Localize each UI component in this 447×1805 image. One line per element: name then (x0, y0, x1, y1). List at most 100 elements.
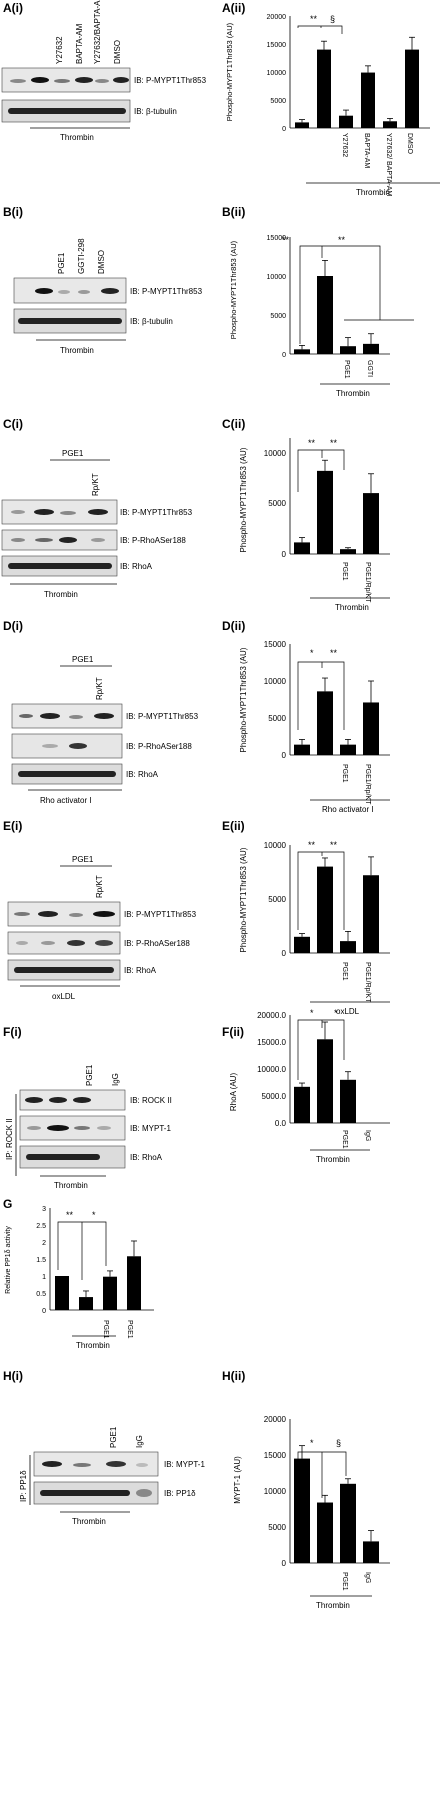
lane-label: BAPTA-AM (75, 23, 84, 64)
lane-label: PGE1 (85, 1064, 94, 1086)
lane-label: Rp/KT (95, 677, 104, 700)
tick-label: 15000.0 (257, 1038, 286, 1047)
bar (294, 744, 310, 755)
treatment-label: Rho activator I (322, 805, 374, 814)
lane-label: Y27632/BAPTA-AM (93, 0, 102, 64)
panel-c-ii: C(ii) Phospho-MYPT1Thr853 (AU) 0 5000 10… (222, 417, 390, 612)
bar (317, 470, 333, 554)
significance-mark: § (336, 1438, 341, 1448)
blot-label: IB: P-RhoASer188 (126, 742, 192, 751)
x-label: DMSO (406, 133, 413, 155)
bar (340, 1483, 356, 1563)
panel-label: C(i) (3, 417, 23, 431)
bar (294, 1458, 310, 1563)
tick-label: 20000.0 (257, 1011, 286, 1020)
significance-mark: * (310, 1008, 314, 1018)
blot-label: IB: RhoA (126, 770, 159, 779)
treatment-label: Rho activator I (40, 796, 92, 805)
panel-d-ii: D(ii) Phospho-MYPT1Thr853 (AU) 0 5000 10… (222, 619, 390, 814)
bar (363, 1541, 379, 1563)
panel-label: H(ii) (222, 1369, 245, 1383)
panel-b-ii: B(ii) Phospho-MYPT1Thr853 (AU) 0 5000 10… (222, 205, 414, 398)
panel-label: A(i) (3, 1, 23, 15)
blot-label: IB: P-MYPT1Thr853 (134, 76, 207, 85)
panel-label: E(ii) (222, 819, 245, 833)
blot-label: IB: P-RhoASer188 (124, 939, 190, 948)
treatment-label: Thrombin (54, 1181, 88, 1190)
tick-label: 20000 (264, 1415, 287, 1424)
tick-label: 5000 (268, 714, 286, 723)
y-axis-label: RhoA (AU) (229, 1073, 238, 1112)
y-axis-label: MYPT-1 (AU) (233, 1456, 242, 1504)
y-axis-label: Phospho-MYPT1Thr853 (AU) (239, 447, 248, 552)
bar (339, 115, 353, 128)
tick-label: 0 (282, 751, 287, 760)
x-label: PGE1 (341, 562, 348, 581)
x-label: PGE1 (341, 962, 348, 981)
panel-label: D(ii) (222, 619, 245, 633)
treatment-label: Thrombin (60, 346, 94, 355)
lane-label: GGTI-298 (77, 238, 86, 274)
bar (363, 702, 379, 755)
panel-label: F(i) (3, 1025, 22, 1039)
x-label: PGE1 (343, 360, 350, 379)
bar (294, 1086, 310, 1123)
bar (317, 691, 333, 755)
tick-label: 10000 (264, 841, 287, 850)
treatment-label: oxLDL (52, 992, 76, 1001)
significance-mark: * (310, 1438, 314, 1448)
tick-label: 2.5 (36, 1223, 46, 1230)
tick-label: 1.5 (36, 1257, 46, 1264)
tick-label: 3 (42, 1206, 46, 1213)
significance-mark: ** (330, 840, 338, 850)
panel-a-i: A(i) Y27632 BAPTA-AM Y27632/BAPTA-AM DMS… (1, 0, 207, 142)
tick-label: 5000 (268, 895, 286, 904)
lane-label: Rp/KT (91, 473, 100, 496)
treatment-label: Thrombin (72, 1517, 106, 1526)
tick-label: 1 (42, 1274, 46, 1281)
tick-label: 0.0 (275, 1119, 287, 1128)
bar (317, 49, 331, 128)
tick-label: 10000 (264, 677, 287, 686)
panel-e-i: E(i) PGE1 Rp/KT IB: P-MYPT1Thr853 IB: P-… (3, 819, 197, 1001)
x-label: Y27632/ BAPTA-AM (385, 133, 392, 196)
significance-mark: ** (282, 235, 290, 245)
bar (55, 1276, 69, 1310)
panel-a-ii: A(ii) Phospho-MYPT1Thr853 (AU) 0 5000 10… (222, 1, 440, 197)
y-axis-label: Phospho-MYPT1Thr853 (AU) (229, 240, 238, 339)
lane-label: PGE1 (57, 252, 66, 274)
blot-label: IB: P-RhoASer188 (120, 536, 186, 545)
y-axis-label: Phospho-MYPT1Thr853 (AU) (239, 847, 248, 952)
bar (294, 542, 310, 554)
bar (363, 875, 379, 953)
x-label: GGTI (366, 360, 373, 377)
x-label: PGE1 (341, 1572, 348, 1591)
significance-mark: * (310, 648, 314, 658)
treatment-label: Thrombin (76, 1341, 110, 1350)
tick-label: 5000.0 (262, 1092, 287, 1101)
panel-label: A(ii) (222, 1, 245, 15)
bar (317, 866, 333, 953)
bar (340, 1079, 356, 1123)
ip-label: IP: PP1δ (19, 1470, 28, 1502)
treatment-label: Thrombin (356, 188, 390, 197)
bar (317, 1502, 333, 1563)
tick-label: 10000 (267, 274, 287, 281)
treatment-label: oxLDL (336, 1007, 360, 1016)
lane-label: Rp/KT (95, 875, 104, 898)
blot-label: IB: PP1δ (164, 1489, 196, 1498)
panel-label: B(ii) (222, 205, 245, 219)
blot-image (7, 931, 121, 955)
x-label: PGE1 (126, 1320, 133, 1339)
bar (340, 549, 356, 554)
tick-label: 15000 (264, 1451, 287, 1460)
blot-image (11, 733, 123, 759)
significance-mark: ** (338, 235, 346, 245)
tick-label: 5000 (268, 499, 286, 508)
bar (317, 276, 333, 354)
bar (340, 744, 356, 755)
treatment-label: Thrombin (44, 590, 78, 599)
bar (363, 493, 379, 554)
x-label: PGE1 (102, 1320, 109, 1339)
